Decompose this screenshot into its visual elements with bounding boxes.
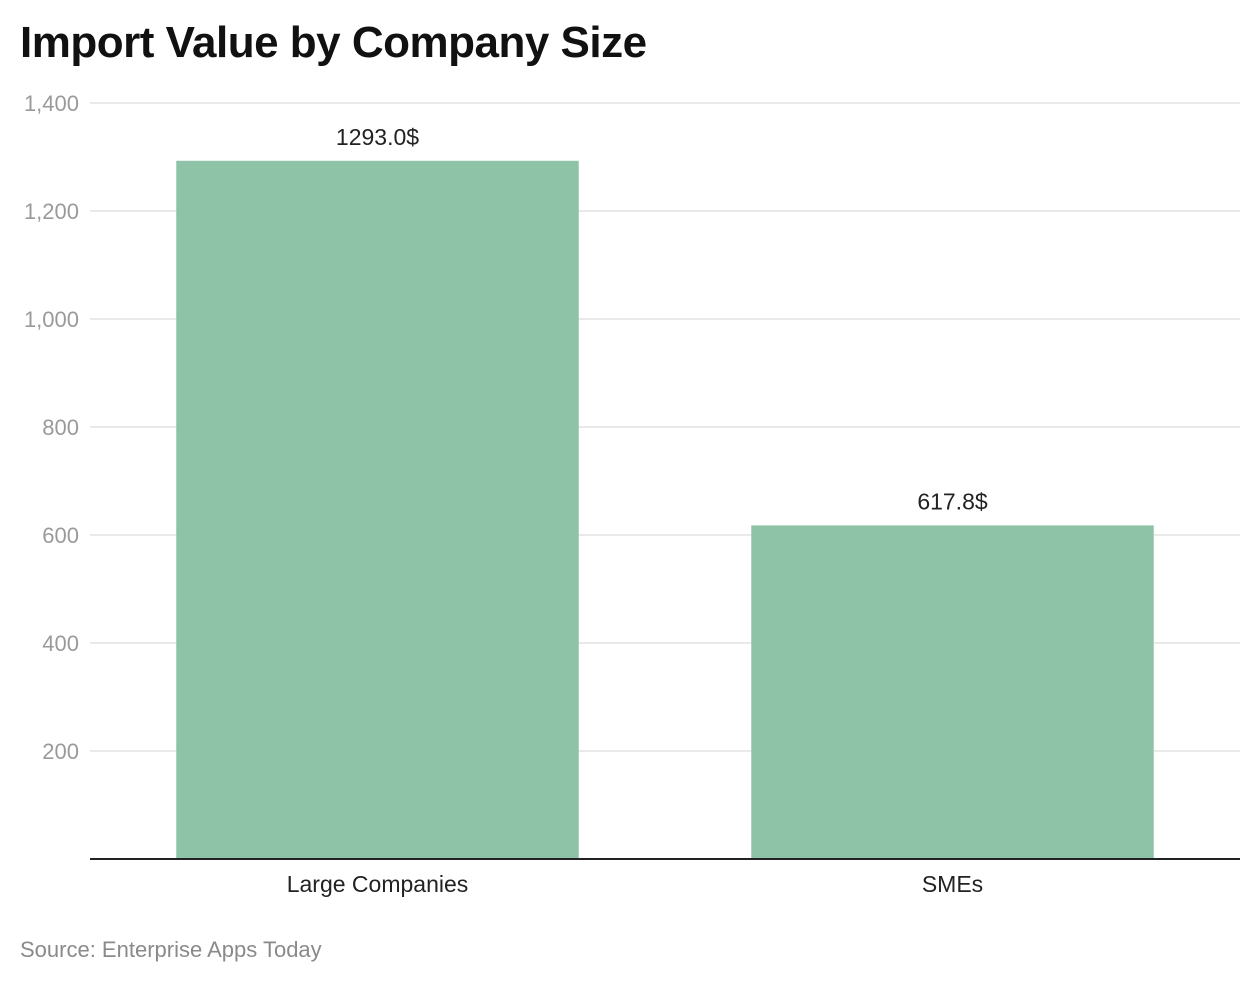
chart-title: Import Value by Company Size (20, 18, 647, 67)
source-note: Source: Enterprise Apps Today (20, 937, 322, 962)
data-label: 617.8$ (917, 488, 988, 514)
y-tick-label: 600 (42, 523, 79, 548)
bars (176, 160, 1154, 859)
y-axis: 200 400 600 800 1,000 1,200 1,400 (24, 91, 79, 764)
y-tick-label: 800 (42, 415, 79, 440)
y-tick-label: 200 (42, 739, 79, 764)
y-tick-label: 1,400 (24, 91, 79, 116)
data-label: 1293.0$ (336, 124, 419, 150)
bar-smes (751, 525, 1154, 859)
x-axis: Large Companies SMEs (90, 858, 1240, 897)
data-labels: 1293.0$ 617.8$ (336, 124, 988, 515)
x-tick-label: Large Companies (287, 871, 469, 897)
y-tick-label: 1,200 (24, 199, 79, 224)
y-tick-label: 400 (42, 631, 79, 656)
bar-large-companies (176, 160, 579, 859)
y-tick-label: 1,000 (24, 307, 79, 332)
x-tick-label: SMEs (922, 871, 983, 897)
